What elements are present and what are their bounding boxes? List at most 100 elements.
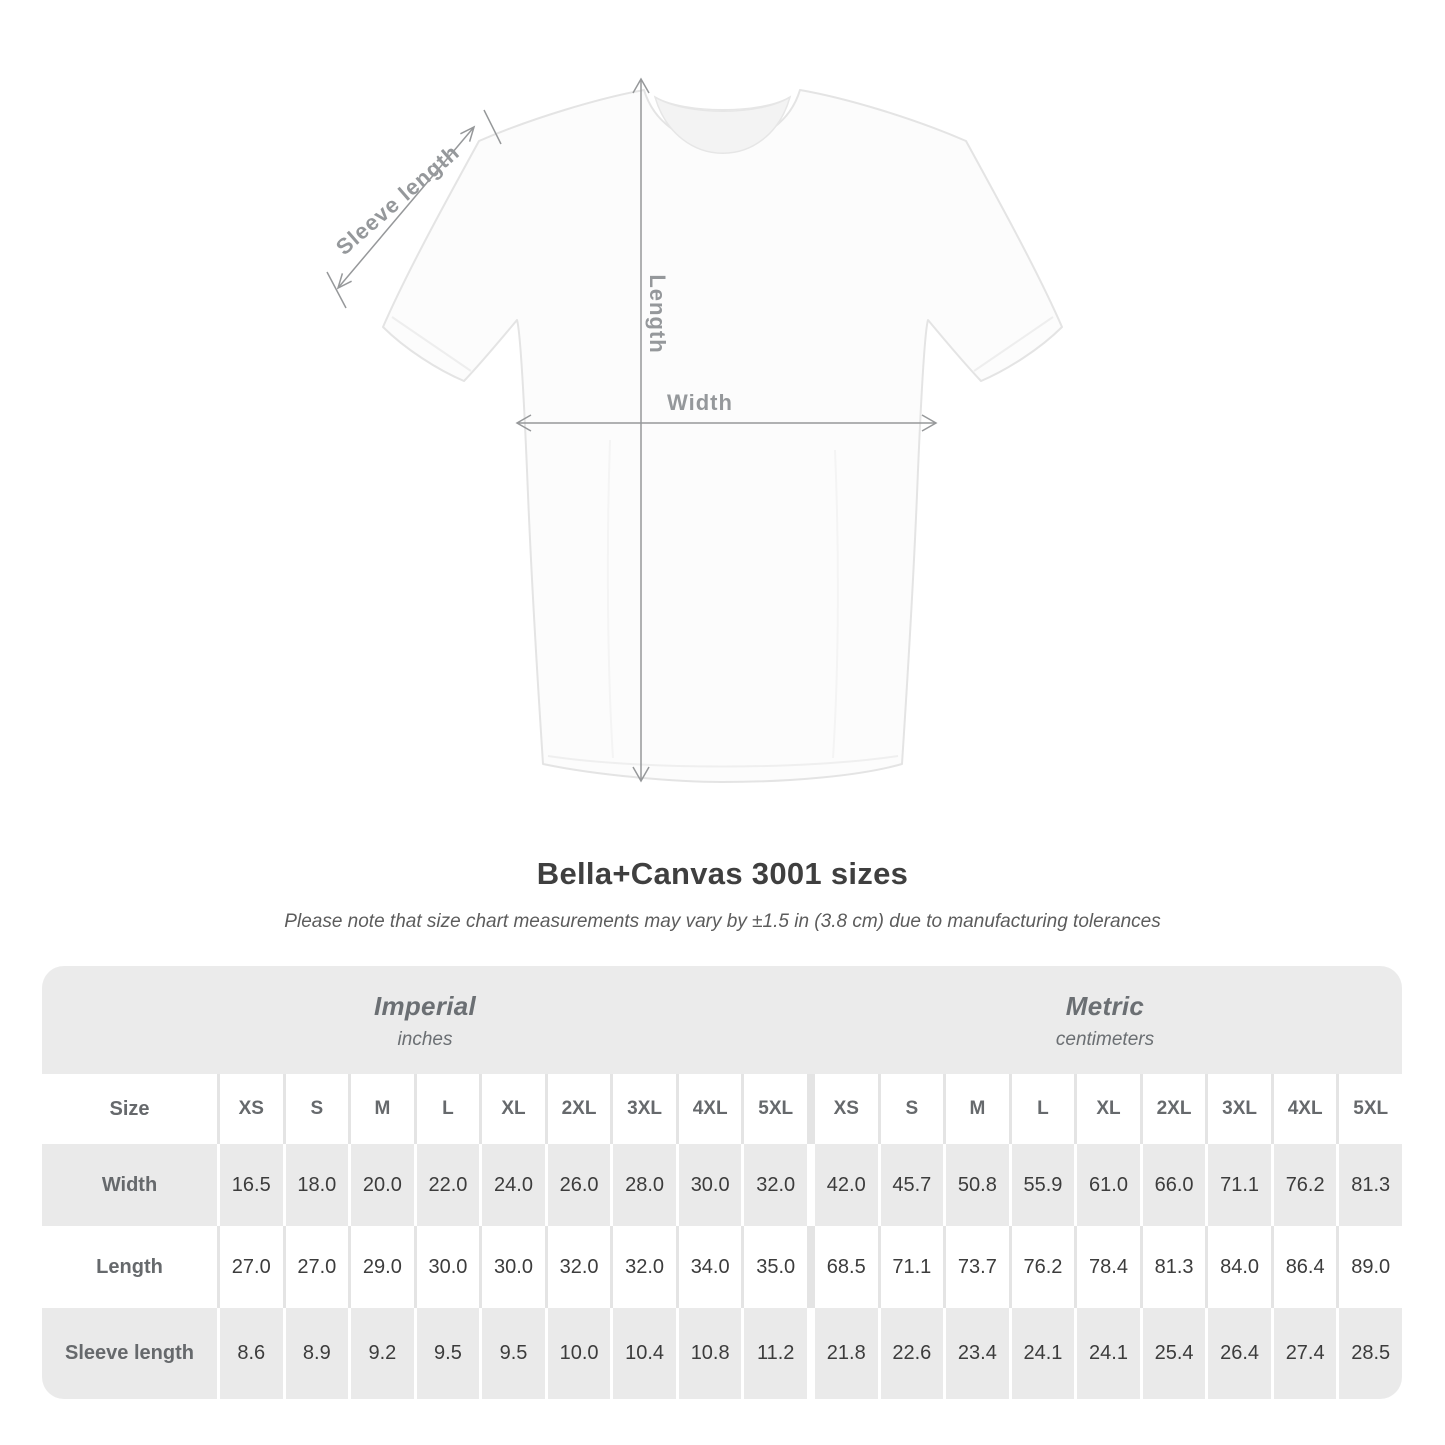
tolerance-note: Please note that size chart measurements… [284,911,1161,932]
size-col: 4XL [1273,1074,1337,1144]
length-value: 34.0 [678,1226,742,1308]
length-arrow [632,77,650,783]
imperial-title: Imperial [373,991,477,1021]
length-value: 27.0 [285,1226,349,1308]
section-divider [810,1308,812,1399]
size-col: S [285,1074,349,1144]
length-value: 86.4 [1273,1226,1337,1308]
size-col: 5XL [744,1074,807,1144]
width-value: 66.0 [1142,1144,1206,1226]
width-arrow [515,414,938,432]
size-col: 5XL [1339,1074,1402,1144]
width-value: 22.0 [416,1144,480,1226]
metric-subtitle: centimeters [1055,1029,1155,1050]
sleeve-value: 10.0 [547,1308,611,1399]
size-col: 4XL [678,1074,742,1144]
dimension-arrows [326,77,938,783]
section-divider [810,1226,812,1308]
size-col: XS [815,1074,878,1144]
sleeve-length-row: Sleeve length 8.6 8.9 9.2 9.5 9.5 10.0 1… [42,1308,1402,1399]
sleeve-value: 23.4 [946,1308,1009,1399]
sleeve-value: 9.5 [482,1308,545,1399]
size-col: 3XL [613,1074,676,1144]
sleeve-length-arrow [326,109,502,309]
width-row: Width 16.5 18.0 20.0 22.0 24.0 26.0 28.0… [42,1144,1402,1226]
width-value: 32.0 [744,1144,807,1226]
length-value: 29.0 [351,1226,414,1308]
length-value: 35.0 [744,1226,807,1308]
size-col: XS [220,1074,283,1144]
tshirt-illustration [382,89,1063,783]
sleeve-value: 21.8 [815,1308,878,1399]
width-value: 55.9 [1011,1144,1075,1226]
sleeve-value: 24.1 [1077,1308,1140,1399]
width-value: 20.0 [351,1144,414,1226]
sleeve-value: 22.6 [880,1308,944,1399]
length-row: Length 27.0 27.0 29.0 30.0 30.0 32.0 32.… [42,1226,1402,1308]
left-cuff-seam [391,316,472,372]
fold-line [832,449,839,759]
metric-title: Metric [1065,991,1145,1021]
width-row-label: Width [42,1144,217,1226]
tshirt-collar-rib [654,96,791,112]
width-label: Width [667,390,733,415]
width-value: 18.0 [285,1144,349,1226]
page-title: Bella+Canvas 3001 sizes [536,856,909,891]
witness-line-top [483,109,502,145]
length-value: 32.0 [547,1226,611,1308]
width-value: 42.0 [815,1144,878,1226]
width-value: 71.1 [1208,1144,1271,1226]
size-col: 3XL [1208,1074,1271,1144]
size-col: L [1011,1074,1075,1144]
sleeve-value: 25.4 [1142,1308,1206,1399]
width-value: 81.3 [1339,1144,1402,1226]
length-label: Length [645,274,670,353]
sleeve-value: 27.4 [1273,1308,1337,1399]
length-value: 84.0 [1208,1226,1271,1308]
size-header-row: Size XS S M L XL 2XL 3XL 4XL 5XL XS S M … [42,1074,1402,1144]
size-table: Imperial inches Metric centimeters Size … [42,966,1402,1399]
length-value: 30.0 [416,1226,480,1308]
size-col: XL [1077,1074,1140,1144]
imperial-subtitle: inches [397,1029,453,1050]
size-col: S [880,1074,944,1144]
width-value: 30.0 [678,1144,742,1226]
sleeve-row-label: Sleeve length [42,1308,217,1399]
width-value: 45.7 [880,1144,944,1226]
length-value: 73.7 [946,1226,1009,1308]
sleeve-value: 8.6 [220,1308,283,1399]
size-col: L [416,1074,480,1144]
length-value: 68.5 [815,1226,878,1308]
hem-seam [547,755,899,768]
size-col: M [351,1074,414,1144]
size-col: 2XL [1142,1074,1206,1144]
sleeve-value: 8.9 [285,1308,349,1399]
length-row-label: Length [42,1226,217,1308]
section-divider [810,1144,812,1226]
length-value: 81.3 [1142,1226,1206,1308]
size-col: M [946,1074,1009,1144]
right-cuff-seam [973,316,1054,372]
witness-line-bottom [326,271,347,309]
sleeve-value: 26.4 [1208,1308,1271,1399]
width-value: 28.0 [613,1144,676,1226]
tshirt-diagram: Sleeve length Length Width [326,77,1063,783]
sleeve-value: 10.8 [678,1308,742,1399]
width-value: 16.5 [220,1144,283,1226]
width-value: 26.0 [547,1144,611,1226]
length-value: 76.2 [1011,1226,1075,1308]
length-value: 89.0 [1339,1226,1402,1308]
sleeve-value: 11.2 [744,1308,807,1399]
tshirt-body [382,89,1063,783]
size-col: 2XL [547,1074,611,1144]
width-value: 76.2 [1273,1144,1337,1226]
width-value: 61.0 [1077,1144,1140,1226]
length-value: 32.0 [613,1226,676,1308]
length-value: 78.4 [1077,1226,1140,1308]
size-col: XL [482,1074,545,1144]
tshirt-collar-opening [653,95,792,154]
width-value: 24.0 [482,1144,545,1226]
sleeve-value: 10.4 [613,1308,676,1399]
length-value: 71.1 [880,1226,944,1308]
